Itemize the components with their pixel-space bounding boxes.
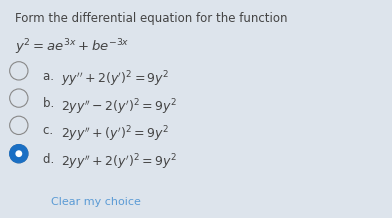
Ellipse shape — [10, 145, 28, 163]
Text: Form the differential equation for the function: Form the differential equation for the f… — [15, 12, 287, 25]
Text: $2yy'' + (y')^2 = 9y^2$: $2yy'' + (y')^2 = 9y^2$ — [61, 124, 169, 144]
Text: d.: d. — [43, 153, 58, 166]
Text: $2yy'' - 2(y')^2 = 9y^2$: $2yy'' - 2(y')^2 = 9y^2$ — [61, 97, 177, 117]
Ellipse shape — [15, 150, 22, 157]
Ellipse shape — [10, 62, 28, 80]
Ellipse shape — [10, 145, 28, 163]
Text: b.: b. — [43, 97, 58, 110]
Text: a.: a. — [43, 70, 58, 83]
Text: Clear my choice: Clear my choice — [51, 197, 141, 207]
Text: $y^2 = ae^{3x} + be^{-3x}$: $y^2 = ae^{3x} + be^{-3x}$ — [15, 37, 129, 57]
Ellipse shape — [10, 116, 28, 135]
Text: c.: c. — [43, 124, 57, 137]
Text: $yy'' + 2(y')^2 = 9y^2$: $yy'' + 2(y')^2 = 9y^2$ — [61, 70, 169, 89]
Text: $2yy'' + 2(y')^2 = 9y^2$: $2yy'' + 2(y')^2 = 9y^2$ — [61, 153, 177, 172]
Ellipse shape — [10, 89, 28, 107]
